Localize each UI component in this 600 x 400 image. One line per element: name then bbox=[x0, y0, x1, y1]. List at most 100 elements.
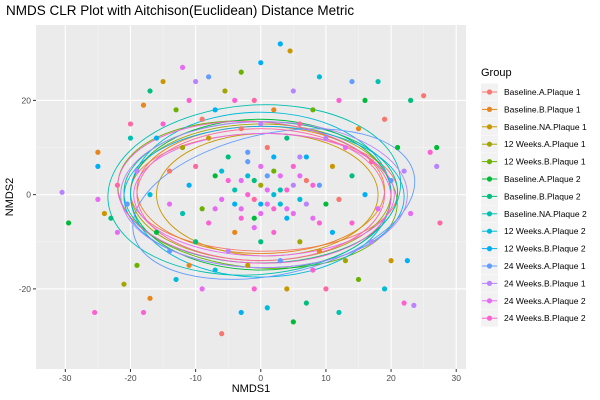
data-point bbox=[108, 215, 114, 221]
data-point bbox=[336, 196, 342, 202]
data-point bbox=[316, 74, 323, 80]
data-point bbox=[101, 210, 108, 217]
data-point bbox=[225, 248, 231, 254]
data-point bbox=[127, 135, 134, 141]
data-point bbox=[251, 177, 257, 184]
data-point bbox=[264, 144, 270, 151]
data-point bbox=[408, 97, 414, 103]
data-point bbox=[381, 286, 388, 292]
data-point bbox=[193, 163, 199, 169]
legend-label: 24 Weeks.B.Plaque 2 bbox=[504, 313, 586, 323]
data-point bbox=[277, 187, 283, 193]
data-point bbox=[323, 201, 329, 207]
data-point bbox=[316, 182, 323, 188]
legend-label: Baseline.B.Plaque 2 bbox=[504, 191, 581, 201]
data-point bbox=[199, 116, 205, 122]
data-point bbox=[310, 215, 316, 221]
data-point bbox=[173, 276, 179, 283]
data-point bbox=[271, 168, 277, 174]
data-point bbox=[212, 206, 218, 212]
data-point bbox=[284, 135, 290, 141]
legend-key-point bbox=[486, 315, 493, 321]
legend-key-point bbox=[486, 298, 493, 304]
data-point bbox=[179, 210, 186, 217]
legend-key-point bbox=[486, 246, 493, 252]
data-point bbox=[362, 192, 368, 198]
data-point bbox=[277, 41, 283, 47]
data-point bbox=[134, 168, 140, 174]
data-point bbox=[160, 78, 166, 85]
data-point bbox=[245, 192, 251, 198]
data-point bbox=[206, 135, 212, 141]
data-point bbox=[212, 267, 218, 273]
data-point bbox=[297, 154, 303, 160]
data-point bbox=[310, 267, 316, 273]
data-point bbox=[95, 149, 101, 155]
legend-label: Baseline.A.Plaque 1 bbox=[504, 87, 581, 97]
data-point bbox=[349, 220, 355, 226]
legend-label: 24 Weeks.B.Plaque 1 bbox=[504, 278, 586, 288]
data-point bbox=[310, 107, 316, 113]
x-tick-label: 0 bbox=[258, 373, 263, 383]
data-point bbox=[219, 196, 225, 202]
data-point bbox=[225, 154, 231, 160]
data-point bbox=[173, 107, 179, 113]
legend-label: 12 Weeks.B.Plaque 2 bbox=[504, 244, 586, 254]
data-point bbox=[258, 239, 264, 245]
data-point bbox=[342, 258, 349, 264]
ellipse bbox=[120, 121, 408, 269]
data-point bbox=[284, 187, 290, 193]
data-point bbox=[316, 248, 323, 254]
data-point bbox=[186, 97, 192, 103]
data-point bbox=[251, 196, 257, 202]
data-point bbox=[375, 78, 381, 85]
data-point bbox=[316, 220, 323, 226]
data-point bbox=[349, 78, 355, 85]
y-tick-label: 20 bbox=[22, 95, 32, 105]
data-point bbox=[238, 69, 244, 75]
ellipse bbox=[132, 128, 416, 280]
data-point bbox=[186, 182, 192, 188]
legend-label: 24 Weeks.A.Plaque 1 bbox=[504, 261, 586, 271]
data-point bbox=[166, 248, 173, 254]
data-point bbox=[421, 93, 427, 99]
data-point bbox=[408, 210, 414, 217]
legend-label: 12 Weeks.A.Plaque 2 bbox=[504, 226, 586, 236]
data-point bbox=[368, 159, 375, 165]
legend-label: Baseline.NA.Plaque 2 bbox=[504, 209, 587, 219]
legend-label: Baseline.B.Plaque 1 bbox=[504, 104, 581, 114]
legend-label: Baseline.A.Plaque 2 bbox=[504, 174, 581, 184]
data-point bbox=[297, 173, 303, 179]
data-point bbox=[95, 196, 101, 202]
data-point bbox=[124, 201, 130, 207]
data-point bbox=[362, 97, 368, 103]
data-point bbox=[238, 309, 244, 316]
data-point bbox=[323, 135, 329, 141]
data-point bbox=[206, 74, 212, 80]
data-point bbox=[166, 201, 173, 207]
data-point bbox=[297, 121, 303, 127]
data-point bbox=[92, 309, 98, 316]
data-point bbox=[219, 168, 225, 174]
data-point bbox=[277, 173, 283, 179]
data-point bbox=[271, 192, 277, 198]
data-point bbox=[290, 88, 296, 94]
x-tick-label: 30 bbox=[451, 373, 461, 383]
data-point bbox=[427, 149, 433, 155]
data-point bbox=[193, 239, 199, 245]
data-point bbox=[258, 60, 264, 66]
data-point bbox=[147, 295, 153, 301]
data-point bbox=[303, 201, 309, 207]
data-point bbox=[140, 309, 147, 316]
data-point bbox=[258, 210, 264, 217]
data-point bbox=[232, 97, 238, 103]
legend-label: 12 Weeks.A.Plaque 1 bbox=[504, 139, 586, 149]
data-point bbox=[251, 215, 257, 221]
data-point bbox=[297, 239, 303, 245]
data-point bbox=[153, 229, 160, 235]
data-point bbox=[264, 305, 270, 311]
legend-key-point bbox=[486, 159, 493, 165]
ellipse bbox=[133, 132, 395, 257]
data-point bbox=[121, 281, 127, 287]
